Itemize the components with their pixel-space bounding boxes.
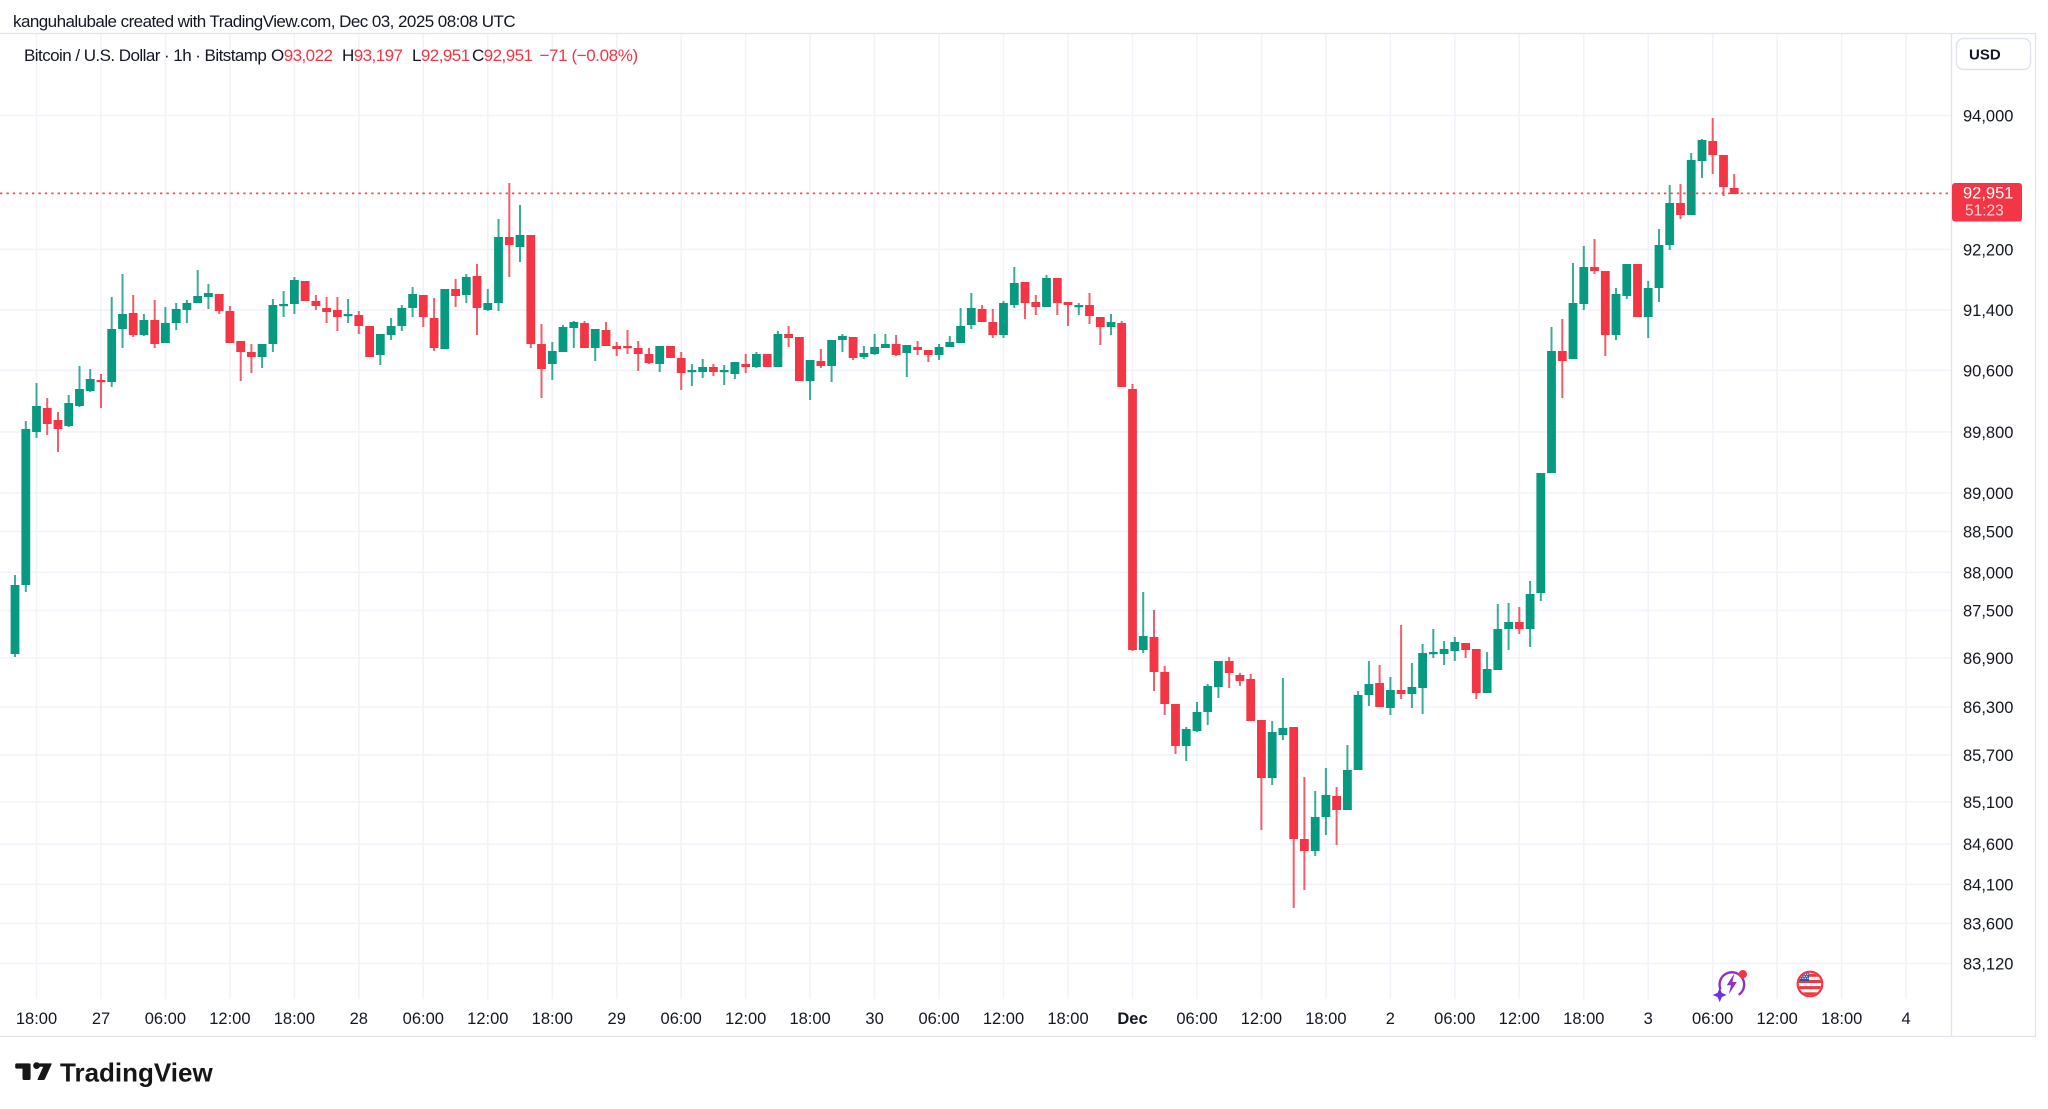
svg-text:27: 27 [92,1010,110,1028]
svg-text:12:00: 12:00 [1499,1010,1540,1028]
svg-text:84,600: 84,600 [1963,836,2013,854]
svg-text:84,100: 84,100 [1963,876,2013,894]
svg-text:06:00: 06:00 [403,1010,444,1028]
svg-text:88,500: 88,500 [1963,524,2013,542]
svg-text:2: 2 [1386,1010,1395,1028]
svg-text:L92,951: L92,951 [412,46,470,65]
svg-text:18:00: 18:00 [1305,1010,1346,1028]
svg-text:USD: USD [1969,47,2001,64]
svg-text:18:00: 18:00 [789,1010,830,1028]
svg-text:06:00: 06:00 [1692,1010,1733,1028]
svg-text:86,300: 86,300 [1963,699,2013,717]
svg-text:92,951: 92,951 [1963,185,2013,203]
svg-text:12:00: 12:00 [1241,1010,1282,1028]
svg-text:18:00: 18:00 [1821,1010,1862,1028]
svg-text:06:00: 06:00 [145,1010,186,1028]
svg-text:85,700: 85,700 [1963,747,2013,765]
svg-text:30: 30 [865,1010,883,1028]
svg-text:18:00: 18:00 [274,1010,315,1028]
svg-text:H93,197: H93,197 [342,46,403,65]
svg-text:92,200: 92,200 [1963,241,2013,259]
svg-text:Bitcoin / U.S. Dollar · 1h · B: Bitcoin / U.S. Dollar · 1h · Bitstamp [24,46,266,65]
svg-text:88,000: 88,000 [1963,564,2013,582]
svg-text:83,120: 83,120 [1963,956,2013,974]
svg-text:kanguhalubale created with Tra: kanguhalubale created with TradingView.c… [13,12,515,31]
svg-text:29: 29 [608,1010,626,1028]
svg-text:12:00: 12:00 [1757,1010,1798,1028]
svg-text:06:00: 06:00 [1176,1010,1217,1028]
svg-text:85,100: 85,100 [1963,794,2013,812]
svg-text:91,400: 91,400 [1963,302,2013,320]
svg-text:TradingView: TradingView [60,1058,213,1088]
svg-text:89,000: 89,000 [1963,485,2013,503]
svg-text:12:00: 12:00 [725,1010,766,1028]
svg-text:06:00: 06:00 [661,1010,702,1028]
svg-text:12:00: 12:00 [983,1010,1024,1028]
svg-text:83,600: 83,600 [1963,915,2013,933]
svg-text:3: 3 [1644,1010,1653,1028]
svg-text:18:00: 18:00 [16,1010,57,1028]
svg-text:87,500: 87,500 [1963,603,2013,621]
svg-text:C92,951: C92,951 [472,46,533,65]
svg-text:18:00: 18:00 [1047,1010,1088,1028]
svg-text:4: 4 [1902,1010,1911,1028]
svg-text:86,900: 86,900 [1963,650,2013,668]
svg-text:06:00: 06:00 [918,1010,959,1028]
svg-text:51:23: 51:23 [1965,203,2004,220]
svg-text:12:00: 12:00 [467,1010,508,1028]
svg-text:Dec: Dec [1117,1010,1147,1028]
svg-text:18:00: 18:00 [1563,1010,1604,1028]
svg-text:12:00: 12:00 [209,1010,250,1028]
svg-text:06:00: 06:00 [1434,1010,1475,1028]
svg-text:O93,022: O93,022 [271,46,332,65]
svg-text:28: 28 [350,1010,368,1028]
svg-text:94,000: 94,000 [1963,108,2013,126]
svg-text:89,800: 89,800 [1963,424,2013,442]
svg-text:−71 (−0.08%): −71 (−0.08%) [540,46,638,65]
svg-text:18:00: 18:00 [532,1010,573,1028]
svg-text:90,600: 90,600 [1963,362,2013,380]
